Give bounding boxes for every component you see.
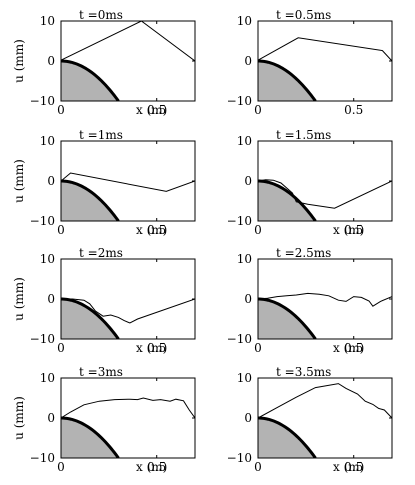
y-tick-label: −10 — [30, 214, 55, 228]
x-tick-label: 0 — [57, 103, 65, 117]
x-tick-label: 0 — [57, 223, 65, 237]
y-axis-label: u (mm) — [12, 396, 26, 440]
y-tick-label: 0 — [244, 174, 252, 188]
y-tick-label: 10 — [40, 252, 55, 266]
series-line-1 — [258, 37, 392, 62]
shaded-region — [61, 181, 119, 221]
y-tick-label: 0 — [47, 292, 55, 306]
panel-title: t =2ms — [79, 246, 123, 260]
y-tick-label: 0 — [47, 411, 55, 425]
boundary-curve — [258, 59, 317, 101]
y-axis-label: u (mm) — [12, 159, 26, 203]
panel-title: t =3.5ms — [276, 365, 331, 379]
y-tick-label: 10 — [40, 134, 55, 148]
panel-title: t =0.5ms — [276, 8, 331, 22]
shaded-region — [61, 299, 119, 339]
x-axis-label: x (m) — [136, 223, 167, 237]
x-axis-label: x (m) — [333, 341, 364, 355]
series-line-1 — [61, 298, 195, 324]
x-tick-label: 0 — [254, 223, 262, 237]
x-axis-label: x (m) — [136, 103, 167, 117]
x-tick-label: 0.5 — [344, 341, 363, 355]
panel-title: t =3ms — [79, 365, 123, 379]
shaded-region — [61, 61, 119, 101]
panel-title: t =2.5ms — [276, 246, 331, 260]
series-line-1 — [258, 292, 392, 307]
y-tick-label: 10 — [237, 371, 252, 385]
shaded-region — [61, 418, 119, 458]
series-line-1 — [61, 21, 195, 62]
x-tick-label: 0.5 — [147, 460, 166, 474]
panel-title: t =1.5ms — [276, 128, 331, 142]
boundary-curve — [61, 179, 120, 221]
x-axis-label: x (m) — [333, 223, 364, 237]
series-line-1 — [61, 397, 195, 419]
y-tick-label: 10 — [40, 14, 55, 28]
x-tick-label: 0.5 — [344, 223, 363, 237]
y-tick-label: 0 — [244, 292, 252, 306]
shaded-region — [258, 181, 316, 221]
boundary-curve — [61, 59, 120, 101]
y-tick-label: 0 — [244, 411, 252, 425]
x-tick-label: 0.5 — [344, 460, 363, 474]
y-tick-label: 10 — [40, 371, 55, 385]
shaded-region — [258, 418, 316, 458]
shaded-region — [258, 61, 316, 101]
y-axis-label: u (mm) — [12, 277, 26, 321]
panel-title: t =1ms — [79, 128, 123, 142]
y-tick-label: −10 — [30, 332, 55, 346]
y-tick-label: −10 — [30, 94, 55, 108]
x-tick-label: 0.5 — [147, 223, 166, 237]
x-tick-label: 0 — [254, 103, 262, 117]
series-line-1 — [61, 172, 195, 192]
x-tick-label: 0.5 — [147, 341, 166, 355]
y-tick-label: −10 — [227, 451, 252, 465]
x-tick-label: 0 — [254, 341, 262, 355]
boundary-curve — [61, 416, 120, 458]
y-tick-label: 0 — [244, 54, 252, 68]
shaded-region — [258, 299, 316, 339]
y-tick-label: −10 — [227, 214, 252, 228]
x-axis-label: x (m) — [136, 341, 167, 355]
x-tick-label: 0.5 — [147, 103, 166, 117]
x-tick-label: 0 — [57, 460, 65, 474]
boundary-curve — [258, 297, 317, 339]
y-tick-label: −10 — [227, 94, 252, 108]
panel-2: 100−100 0.5t =0.5ms — [227, 8, 393, 117]
series-line-1 — [258, 383, 392, 419]
x-tick-label: 0.5 — [344, 103, 363, 117]
y-tick-label: −10 — [227, 332, 252, 346]
x-axis-label: x (m) — [333, 460, 364, 474]
y-axis-label: u (mm) — [12, 39, 26, 83]
x-axis-label: x (m) — [136, 460, 167, 474]
y-tick-label: 10 — [237, 252, 252, 266]
y-tick-label: −10 — [30, 451, 55, 465]
boundary-curve — [258, 179, 317, 221]
boundary-curve — [258, 416, 317, 458]
series-line-1 — [258, 179, 392, 209]
boundary-curve — [61, 297, 120, 339]
y-tick-label: 0 — [47, 54, 55, 68]
y-tick-label: 0 — [47, 174, 55, 188]
x-tick-label: 0 — [254, 460, 262, 474]
y-tick-label: 10 — [237, 14, 252, 28]
panel-title: t =0ms — [79, 8, 123, 22]
y-tick-label: 10 — [237, 134, 252, 148]
x-tick-label: 0 — [57, 341, 65, 355]
